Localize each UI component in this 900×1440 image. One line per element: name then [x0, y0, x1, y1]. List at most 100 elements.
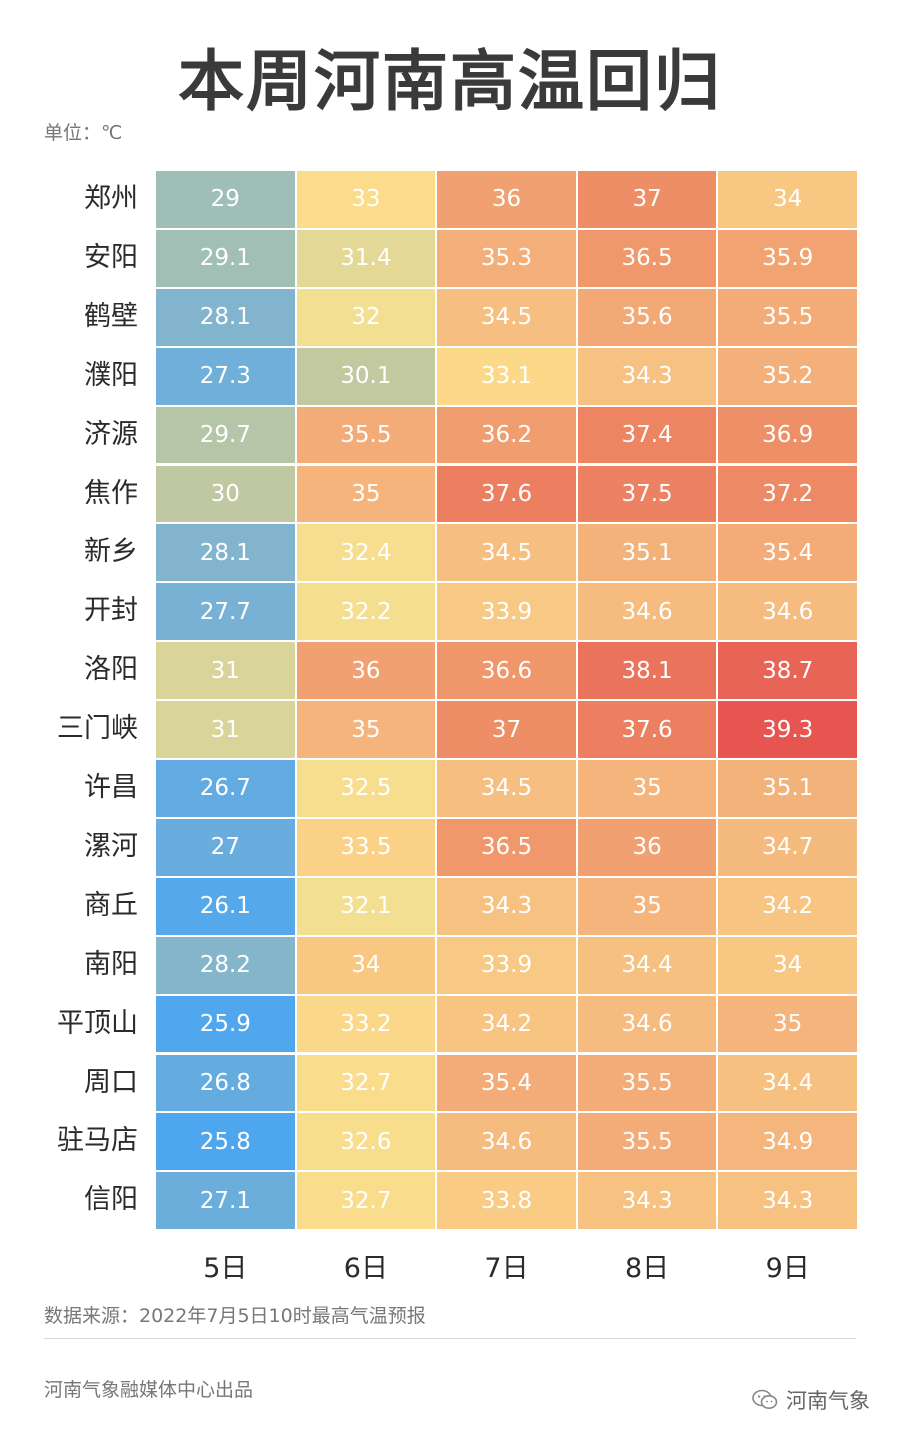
heatmap-cell: 32.2 [295, 582, 437, 642]
heatmap-cell: 36.5 [576, 228, 718, 288]
heatmap-cell: 35.9 [717, 228, 858, 288]
heatmap-cell: 35 [576, 876, 718, 936]
heatmap-cell: 33.9 [436, 582, 577, 642]
heatmap-cell: 27.7 [155, 582, 296, 642]
heatmap-cell: 39.3 [717, 700, 858, 759]
heatmap-cell: 35 [576, 759, 718, 818]
heatmap-cell: 36.5 [436, 817, 577, 877]
heatmap-cell: 33.9 [436, 935, 577, 995]
heatmap-cell: 26.1 [155, 876, 296, 936]
heatmap-cell: 33.2 [295, 994, 437, 1054]
heatmap-cell: 32.7 [295, 1053, 437, 1113]
row-label: 郑州 [84, 183, 138, 214]
heatmap-cell: 36 [295, 641, 437, 701]
row-label: 安阳 [84, 241, 138, 273]
heatmap-cell: 34 [717, 170, 858, 229]
heatmap-cell: 35.2 [717, 346, 858, 406]
row-label: 三门峡 [57, 713, 138, 745]
heatmap-cell: 33 [295, 170, 437, 229]
row-label: 商丘 [84, 889, 138, 921]
row-label: 济源 [84, 418, 138, 450]
row-label: 焦作 [84, 477, 138, 509]
heatmap-cell: 34.3 [576, 1171, 718, 1231]
heatmap-cell: 35.6 [576, 287, 718, 347]
heatmap-cell: 33.5 [295, 817, 437, 877]
divider [44, 1338, 856, 1339]
heatmap-cell: 34.3 [576, 346, 718, 406]
heatmap-cell: 34.5 [436, 759, 577, 818]
heatmap-cell: 36.2 [436, 405, 577, 465]
heatmap-cell: 36.9 [717, 405, 858, 465]
wechat-name: 河南气象 [786, 1389, 870, 1413]
row-label: 许昌 [84, 772, 138, 803]
heatmap-cell: 35 [717, 994, 858, 1054]
heatmap-cell: 34.3 [717, 1171, 858, 1231]
row-label: 洛阳 [84, 654, 138, 686]
heatmap-cell: 35.5 [576, 1112, 718, 1172]
heatmap-cell: 25.9 [155, 994, 296, 1054]
heatmap-cell: 27.3 [155, 346, 296, 406]
heatmap-cell: 31.4 [295, 228, 437, 288]
heatmap-cell: 27.1 [155, 1171, 296, 1231]
heatmap-cell: 35.1 [576, 523, 718, 583]
row-label: 信阳 [84, 1184, 138, 1216]
heatmap-cell: 32.5 [295, 759, 437, 818]
heatmap-cell: 34.4 [717, 1053, 858, 1113]
heatmap-cell: 36 [576, 817, 718, 877]
heatmap-cell: 37.2 [717, 464, 858, 524]
heatmap-cell: 30 [155, 464, 296, 524]
heatmap-cell: 34.5 [436, 287, 577, 347]
row-label: 周口 [84, 1066, 138, 1098]
column-label: 6日 [343, 1253, 388, 1284]
heatmap-cell: 34.5 [436, 523, 577, 583]
heatmap-cell: 28.1 [155, 287, 296, 347]
row-label: 新乡 [84, 536, 138, 568]
column-label: 8日 [625, 1253, 670, 1284]
heatmap-cell: 35.3 [436, 228, 577, 288]
heatmap-cell: 35 [295, 464, 437, 524]
heatmap-cell: 34.3 [436, 876, 577, 936]
row-label: 平顶山 [57, 1007, 138, 1039]
heatmap-cell: 35.5 [576, 1053, 718, 1113]
row-label: 鹤壁 [84, 300, 138, 332]
wechat-account: 河南气象 [752, 1385, 870, 1415]
data-source: 数据来源：2022年7月5日10时最高气温预报 [44, 1305, 426, 1327]
heatmap-cell: 36.6 [436, 641, 577, 701]
unit-label: 单位：℃ [44, 122, 123, 144]
heatmap-cell: 37.5 [576, 464, 718, 524]
heatmap-cell: 35.5 [295, 405, 437, 465]
heatmap-cell: 37.6 [576, 700, 718, 759]
wechat-icon [752, 1389, 778, 1411]
row-label: 驻马店 [57, 1125, 138, 1157]
heatmap-cell: 29 [155, 170, 296, 229]
column-label: 9日 [765, 1253, 810, 1284]
heatmap-cell: 29.7 [155, 405, 296, 465]
row-label: 开封 [84, 595, 138, 627]
heatmap-cell: 32.7 [295, 1171, 437, 1231]
heatmap-cell: 35.4 [436, 1053, 577, 1113]
row-label: 漯河 [84, 830, 138, 862]
column-label: 7日 [484, 1253, 529, 1284]
heatmap-cell: 34 [717, 935, 858, 995]
heatmap-cell: 28.2 [155, 935, 296, 995]
heatmap-cell: 26.7 [155, 759, 296, 818]
heatmap-cell: 29.1 [155, 228, 296, 288]
heatmap-cell: 34.6 [576, 994, 718, 1054]
column-label: 5日 [203, 1253, 248, 1284]
row-label: 南阳 [84, 948, 138, 980]
heatmap-cell: 30.1 [295, 346, 437, 406]
heatmap-cell: 37.4 [576, 405, 718, 465]
heatmap-cell: 28.1 [155, 523, 296, 583]
heatmap-cell: 37 [576, 170, 718, 229]
heatmap-cell: 34.7 [717, 817, 858, 877]
heatmap-cell: 33.1 [436, 346, 577, 406]
heatmap-cell: 32.6 [295, 1112, 437, 1172]
heatmap-cell: 34 [295, 935, 437, 995]
heatmap-cell: 36 [436, 170, 577, 229]
heatmap-cell: 35.1 [717, 759, 858, 818]
heatmap-cell: 34.6 [576, 582, 718, 642]
page-title: 本周河南高温回归 [178, 43, 722, 120]
heatmap-cell: 27 [155, 817, 296, 877]
heatmap-cell: 26.8 [155, 1053, 296, 1113]
